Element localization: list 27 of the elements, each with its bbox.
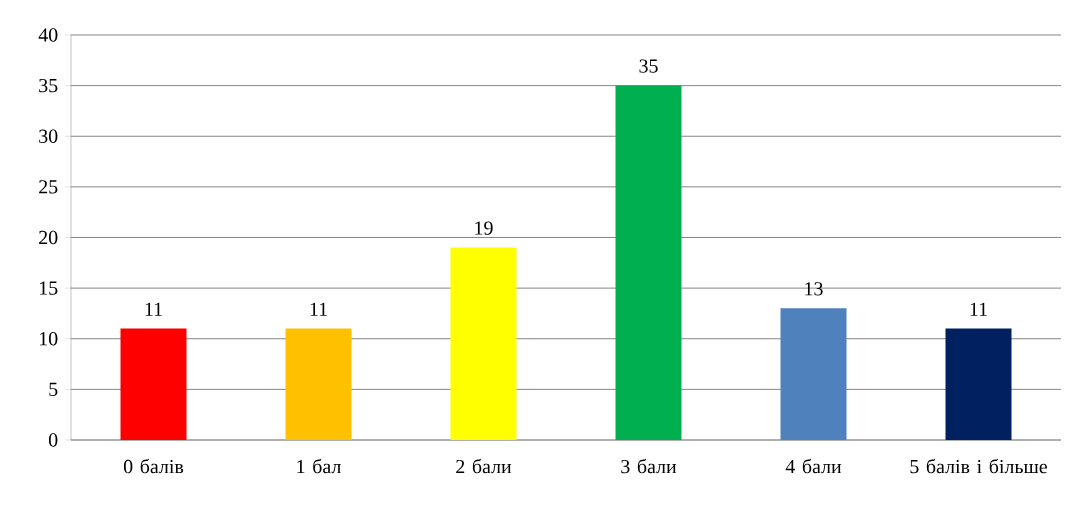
y-tick-label: 40 bbox=[38, 28, 58, 42]
x-tick-label: 3 бали bbox=[621, 458, 677, 474]
data-label: 35 bbox=[639, 59, 658, 73]
data-label: 11 bbox=[310, 302, 327, 316]
y-tick-label: 0 bbox=[48, 433, 58, 447]
x-tick-label: 2 бали bbox=[456, 458, 512, 474]
bar bbox=[945, 328, 1012, 440]
x-tick-label: 0 балів bbox=[123, 458, 184, 474]
bar bbox=[120, 328, 187, 440]
x-tick-label: 4 бали bbox=[785, 458, 842, 474]
y-tick-label: 15 bbox=[39, 281, 58, 295]
data-label: 11 bbox=[145, 302, 162, 316]
y-tick-label: 30 bbox=[39, 129, 58, 143]
data-label: 19 bbox=[475, 221, 493, 235]
data-label: 13 bbox=[805, 282, 823, 296]
data-label: 11 bbox=[970, 302, 987, 316]
bar bbox=[285, 328, 352, 440]
y-tick-label: 20 bbox=[39, 230, 58, 245]
y-tick-label: 35 bbox=[39, 78, 58, 93]
y-tick-label: 5 bbox=[49, 382, 58, 396]
y-tick-label: 10 bbox=[39, 332, 58, 346]
x-tick-label: 1 бал bbox=[297, 458, 341, 474]
bar bbox=[450, 247, 517, 440]
y-tick-label: 25 bbox=[39, 180, 58, 194]
x-tick-label: 5 балів і більше bbox=[910, 458, 1047, 474]
bar bbox=[780, 308, 847, 440]
bar bbox=[615, 85, 682, 440]
